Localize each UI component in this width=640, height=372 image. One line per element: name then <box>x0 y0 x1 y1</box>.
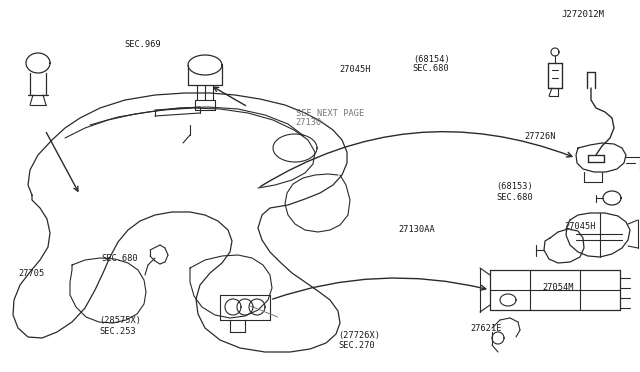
Text: (27726X): (27726X) <box>338 331 380 340</box>
Text: 27130: 27130 <box>296 118 322 127</box>
Text: J272012M: J272012M <box>562 10 605 19</box>
Text: 27045H: 27045H <box>564 222 596 231</box>
Text: SEC.680: SEC.680 <box>496 193 532 202</box>
Text: SEE NEXT PAGE: SEE NEXT PAGE <box>296 109 364 118</box>
Text: SEC.270: SEC.270 <box>338 341 374 350</box>
Text: (68153): (68153) <box>496 182 532 191</box>
Text: 27621E: 27621E <box>470 324 502 333</box>
Text: SEC.969: SEC.969 <box>125 40 161 49</box>
Text: 27726N: 27726N <box>525 132 556 141</box>
Text: SEC.680: SEC.680 <box>101 254 138 263</box>
Text: 27705: 27705 <box>18 269 44 278</box>
Text: SEC.680: SEC.680 <box>413 64 449 73</box>
Text: 27054M: 27054M <box>543 283 574 292</box>
Text: 27130AA: 27130AA <box>398 225 435 234</box>
Text: 27045H: 27045H <box>339 65 371 74</box>
Text: (28575X): (28575X) <box>99 316 141 325</box>
Text: SEC.253: SEC.253 <box>99 327 136 336</box>
Text: (68154): (68154) <box>413 55 449 64</box>
